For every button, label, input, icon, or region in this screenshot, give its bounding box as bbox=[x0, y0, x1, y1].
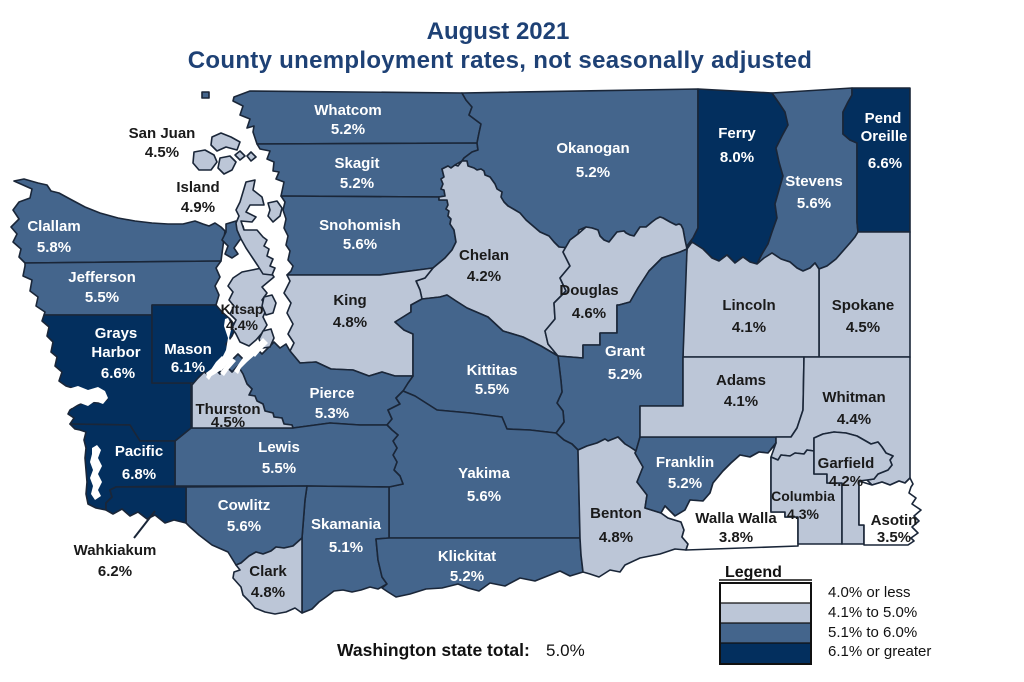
svg-text:Mason: Mason bbox=[164, 341, 212, 358]
svg-text:5.1%: 5.1% bbox=[329, 539, 363, 556]
svg-text:Garfield: Garfield bbox=[818, 455, 875, 472]
svg-text:5.2%: 5.2% bbox=[340, 175, 374, 192]
svg-text:Stevens: Stevens bbox=[785, 173, 843, 190]
svg-text:4.3%: 4.3% bbox=[787, 506, 819, 522]
svg-text:4.2%: 4.2% bbox=[829, 473, 863, 490]
svg-text:6.6%: 6.6% bbox=[101, 365, 135, 382]
svg-text:Kittitas: Kittitas bbox=[467, 362, 518, 379]
svg-text:Whitman: Whitman bbox=[822, 389, 885, 406]
svg-text:8.0%: 8.0% bbox=[720, 149, 754, 166]
svg-text:Ferry: Ferry bbox=[718, 125, 756, 142]
svg-text:Walla Walla: Walla Walla bbox=[695, 510, 777, 527]
svg-text:5.8%: 5.8% bbox=[37, 239, 71, 256]
svg-text:Legend: Legend bbox=[725, 564, 782, 581]
svg-text:Clallam: Clallam bbox=[27, 218, 80, 235]
svg-text:4.8%: 4.8% bbox=[599, 529, 633, 546]
svg-text:3.8%: 3.8% bbox=[719, 529, 753, 546]
svg-text:Douglas: Douglas bbox=[559, 282, 618, 299]
svg-text:6.2%: 6.2% bbox=[98, 563, 132, 580]
svg-text:5.1% to 6.0%: 5.1% to 6.0% bbox=[828, 624, 917, 641]
svg-text:Columbia: Columbia bbox=[771, 488, 835, 504]
svg-text:Adams: Adams bbox=[716, 372, 766, 389]
svg-text:5.3%: 5.3% bbox=[315, 405, 349, 422]
svg-text:5.2%: 5.2% bbox=[576, 164, 610, 181]
svg-text:5.6%: 5.6% bbox=[797, 195, 831, 212]
svg-text:4.1% to 5.0%: 4.1% to 5.0% bbox=[828, 604, 917, 621]
svg-text:Kitsap: Kitsap bbox=[221, 301, 264, 317]
svg-text:5.2%: 5.2% bbox=[608, 366, 642, 383]
svg-text:5.2%: 5.2% bbox=[450, 568, 484, 585]
svg-text:Harbor: Harbor bbox=[91, 344, 140, 361]
svg-text:Skagit: Skagit bbox=[334, 155, 379, 172]
svg-text:4.5%: 4.5% bbox=[846, 319, 880, 336]
svg-text:King: King bbox=[333, 292, 366, 309]
svg-text:5.2%: 5.2% bbox=[331, 121, 365, 138]
svg-text:Cowlitz: Cowlitz bbox=[218, 497, 271, 514]
svg-text:4.4%: 4.4% bbox=[226, 317, 258, 333]
svg-text:Grant: Grant bbox=[605, 343, 645, 360]
svg-text:Grays: Grays bbox=[95, 325, 138, 342]
svg-text:4.6%: 4.6% bbox=[572, 305, 606, 322]
svg-text:4.9%: 4.9% bbox=[181, 199, 215, 216]
svg-text:4.2%: 4.2% bbox=[467, 268, 501, 285]
svg-text:6.1% or greater: 6.1% or greater bbox=[828, 643, 931, 660]
svg-text:Washington state total:: Washington state total: bbox=[337, 640, 530, 660]
svg-text:6.1%: 6.1% bbox=[171, 359, 205, 376]
svg-text:5.5%: 5.5% bbox=[475, 381, 509, 398]
svg-text:4.0% or less: 4.0% or less bbox=[828, 584, 911, 601]
svg-text:Whatcom: Whatcom bbox=[314, 102, 382, 119]
svg-text:Thurston: Thurston bbox=[196, 401, 261, 418]
svg-text:6.8%: 6.8% bbox=[122, 466, 156, 483]
svg-text:Pacific: Pacific bbox=[115, 443, 163, 460]
svg-text:5.5%: 5.5% bbox=[85, 289, 119, 306]
svg-text:Island: Island bbox=[176, 179, 219, 196]
svg-text:Okanogan: Okanogan bbox=[556, 140, 629, 157]
svg-text:Snohomish: Snohomish bbox=[319, 217, 401, 234]
svg-text:Chelan: Chelan bbox=[459, 247, 509, 264]
svg-text:4.5%: 4.5% bbox=[145, 144, 179, 161]
svg-text:Skamania: Skamania bbox=[311, 516, 382, 533]
svg-text:Oreille: Oreille bbox=[861, 128, 908, 145]
svg-text:County unemployment rates, not: County unemployment rates, not seasonall… bbox=[188, 47, 812, 74]
svg-text:Spokane: Spokane bbox=[832, 297, 895, 314]
svg-text:Benton: Benton bbox=[590, 505, 642, 522]
svg-text:4.1%: 4.1% bbox=[732, 319, 766, 336]
svg-text:Lewis: Lewis bbox=[258, 439, 300, 456]
svg-text:5.6%: 5.6% bbox=[227, 518, 261, 535]
svg-text:Yakima: Yakima bbox=[458, 465, 510, 482]
svg-text:3.5%: 3.5% bbox=[877, 529, 911, 546]
svg-text:4.8%: 4.8% bbox=[333, 314, 367, 331]
svg-text:5.0%: 5.0% bbox=[546, 641, 585, 660]
svg-text:Klickitat: Klickitat bbox=[438, 548, 496, 565]
svg-text:5.2%: 5.2% bbox=[668, 475, 702, 492]
svg-text:5.6%: 5.6% bbox=[467, 488, 501, 505]
svg-text:4.5%: 4.5% bbox=[211, 414, 245, 431]
svg-text:4.8%: 4.8% bbox=[251, 584, 285, 601]
svg-text:4.1%: 4.1% bbox=[724, 393, 758, 410]
svg-text:Pend: Pend bbox=[865, 110, 902, 127]
svg-text:5.5%: 5.5% bbox=[262, 460, 296, 477]
svg-text:Jefferson: Jefferson bbox=[68, 269, 136, 286]
svg-text:Asotin: Asotin bbox=[871, 512, 918, 529]
svg-text:San Juan: San Juan bbox=[129, 125, 196, 142]
svg-text:Franklin: Franklin bbox=[656, 454, 714, 471]
svg-text:Lincoln: Lincoln bbox=[722, 297, 775, 314]
svg-text:4.4%: 4.4% bbox=[837, 411, 871, 428]
svg-text:Pierce: Pierce bbox=[309, 385, 354, 402]
svg-text:Wahkiakum: Wahkiakum bbox=[74, 542, 157, 559]
svg-text:Clark: Clark bbox=[249, 563, 287, 580]
svg-text:6.6%: 6.6% bbox=[868, 155, 902, 172]
svg-text:August 2021: August 2021 bbox=[427, 18, 570, 45]
svg-text:5.6%: 5.6% bbox=[343, 236, 377, 253]
